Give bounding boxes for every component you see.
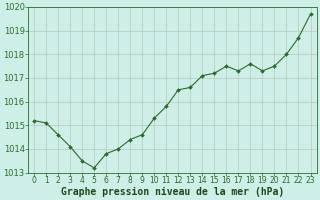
X-axis label: Graphe pression niveau de la mer (hPa): Graphe pression niveau de la mer (hPa) [61,186,284,197]
